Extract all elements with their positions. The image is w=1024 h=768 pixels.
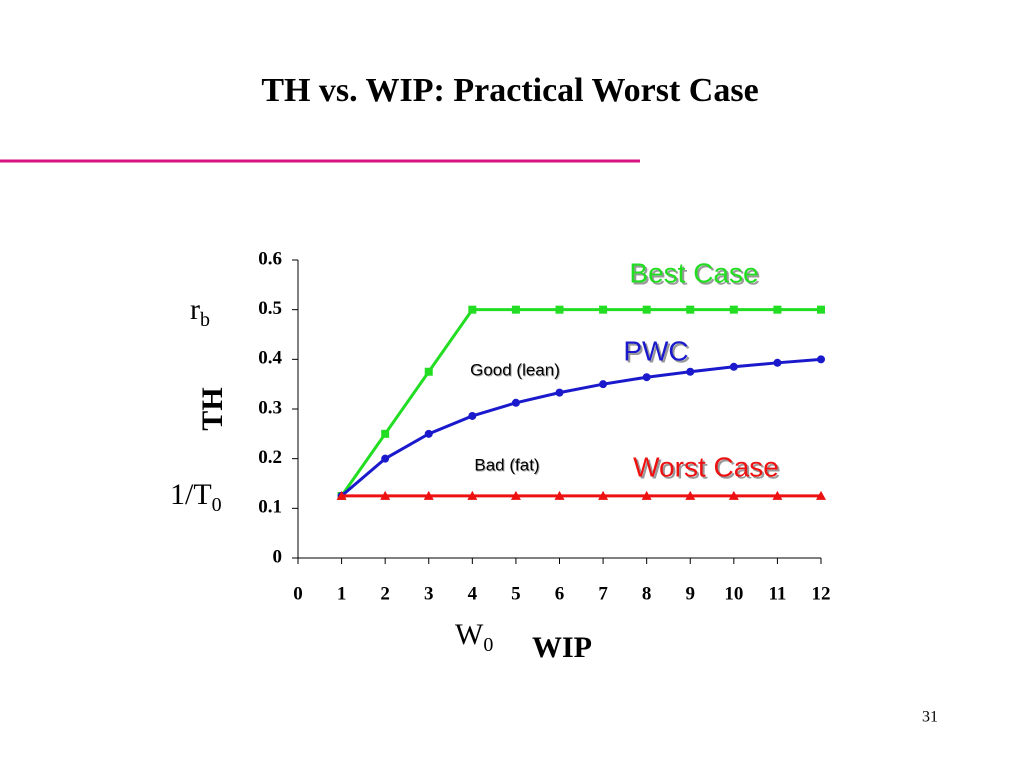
- point: [772, 490, 783, 500]
- x-tick-label: 8: [642, 583, 652, 604]
- series-label-shadow: Worst Case: [635, 453, 781, 484]
- point: [467, 490, 478, 500]
- point: [729, 305, 738, 314]
- axis-note-text: 1/T: [170, 478, 212, 511]
- point: [686, 305, 695, 314]
- point: [468, 305, 477, 314]
- x-tick-label: 4: [468, 583, 478, 604]
- y-tick-label: 0.2: [258, 447, 282, 468]
- series-label: Best Case: [629, 257, 758, 288]
- series-line: [340, 357, 822, 498]
- annotation: Bad (fat): [474, 455, 539, 474]
- point: [598, 490, 609, 500]
- series-label: Worst Case: [633, 451, 779, 482]
- series-label-shadow: Best Case: [631, 259, 760, 290]
- series-line: [340, 308, 821, 497]
- point: [511, 398, 520, 407]
- y-tick-label: 0.3: [258, 397, 282, 418]
- y-tick-label: 0.5: [258, 298, 282, 319]
- point: [599, 305, 608, 314]
- series-label-shadow: PWC: [625, 337, 690, 368]
- axis-note-subscript: 0: [483, 634, 493, 656]
- point: [686, 367, 695, 376]
- point: [468, 411, 477, 420]
- x-tick-label: 1: [337, 583, 347, 604]
- point: [336, 490, 347, 500]
- x-tick-label: 9: [686, 583, 696, 604]
- point: [817, 355, 825, 364]
- point: [685, 490, 696, 500]
- annotation: Good (lean): [470, 360, 560, 379]
- x-tick-label: 10: [724, 583, 743, 604]
- point: [381, 429, 390, 438]
- point: [555, 388, 564, 397]
- x-tick-label: 6: [555, 583, 565, 604]
- annotation-shadow: Good (lean): [471, 361, 561, 380]
- point: [381, 454, 390, 463]
- x-tick-label: 11: [768, 583, 786, 604]
- point: [817, 305, 825, 314]
- point: [423, 490, 434, 500]
- y-tick-label: 0.4: [258, 348, 282, 369]
- point: [773, 305, 782, 314]
- annotation-shadow: Bad (fat): [475, 456, 540, 475]
- y-tick-label: 0.1: [258, 497, 282, 518]
- point: [816, 490, 826, 500]
- point: [424, 367, 433, 376]
- axis-note-subscript: 0: [212, 494, 222, 516]
- axis-note: W0: [455, 618, 493, 656]
- point: [511, 305, 520, 314]
- axis-note: 1/T0: [170, 478, 222, 516]
- point: [729, 362, 738, 371]
- x-axis-label: WIP: [532, 631, 592, 664]
- x-tick-label: 0: [293, 583, 303, 604]
- point: [642, 373, 651, 382]
- point: [424, 429, 433, 438]
- y-axis-label: TH: [196, 387, 229, 430]
- point: [641, 490, 652, 500]
- y-tick-label: 0.6: [258, 248, 282, 269]
- x-tick-label: 3: [424, 583, 434, 604]
- point: [554, 490, 565, 500]
- axis-note-subscript: b: [200, 309, 210, 331]
- point: [380, 490, 391, 500]
- axis-note-text: r: [190, 293, 200, 326]
- point: [773, 358, 782, 367]
- point: [510, 490, 521, 500]
- x-tick-label: 7: [598, 583, 608, 604]
- x-tick-label: 5: [511, 583, 521, 604]
- axis-note: rb: [190, 293, 210, 331]
- point: [728, 490, 739, 500]
- series-label: PWC: [623, 335, 688, 366]
- x-tick-label: 2: [380, 583, 390, 604]
- y-tick-label: 0: [273, 546, 283, 567]
- point: [555, 305, 564, 314]
- point: [642, 305, 651, 314]
- point: [599, 380, 608, 389]
- x-tick-label: 12: [812, 583, 831, 604]
- slide-title: TH vs. WIP: Practical Worst Case: [261, 72, 758, 109]
- axis-note-text: W: [455, 618, 484, 651]
- page-number: 31: [922, 709, 938, 726]
